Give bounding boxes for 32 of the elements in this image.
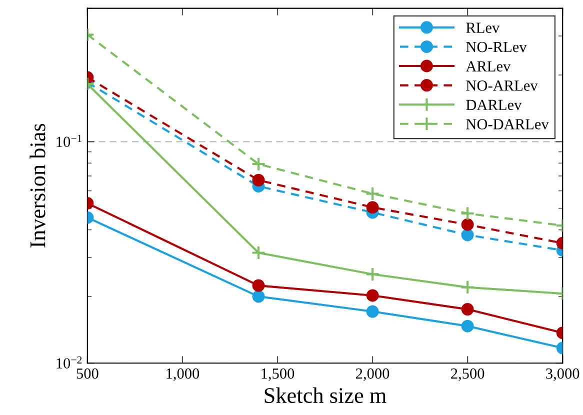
y-axis-title: Inversion bias bbox=[30, 124, 46, 248]
x-tick-label: 1,000 bbox=[166, 368, 200, 381]
point bbox=[252, 290, 265, 303]
point bbox=[366, 305, 379, 318]
x-tick-label: 2,000 bbox=[356, 368, 390, 381]
point bbox=[252, 279, 265, 292]
x-tick-label: 1,500 bbox=[262, 368, 294, 381]
point bbox=[460, 280, 475, 295]
x-tick-label: 3,000 bbox=[546, 368, 580, 381]
point bbox=[461, 303, 474, 316]
x-axis-title: Sketch size m bbox=[264, 387, 386, 404]
legend-label: NO-ARLev bbox=[466, 80, 538, 91]
point bbox=[365, 186, 380, 202]
x-tick-label: 2,500 bbox=[451, 368, 484, 381]
point bbox=[461, 228, 474, 242]
point bbox=[251, 156, 266, 172]
point bbox=[365, 266, 380, 282]
point bbox=[252, 174, 265, 186]
y-tick-label: 10$^{−1}$ bbox=[56, 134, 82, 147]
x-tick-label: 500 bbox=[76, 368, 98, 379]
point bbox=[461, 320, 474, 332]
legend-label: ARLev bbox=[466, 61, 511, 72]
point bbox=[366, 289, 379, 302]
point bbox=[366, 201, 379, 214]
point bbox=[251, 245, 266, 260]
legend-label: DARLev bbox=[466, 100, 522, 110]
legend-label: RLev bbox=[466, 22, 500, 33]
legend-label: NO-DARLev bbox=[466, 119, 549, 130]
legend-label: NO-RLev bbox=[466, 42, 527, 52]
point bbox=[461, 218, 474, 231]
point bbox=[460, 206, 475, 221]
y-tick-label: 10$^{−2}$ bbox=[56, 356, 82, 368]
